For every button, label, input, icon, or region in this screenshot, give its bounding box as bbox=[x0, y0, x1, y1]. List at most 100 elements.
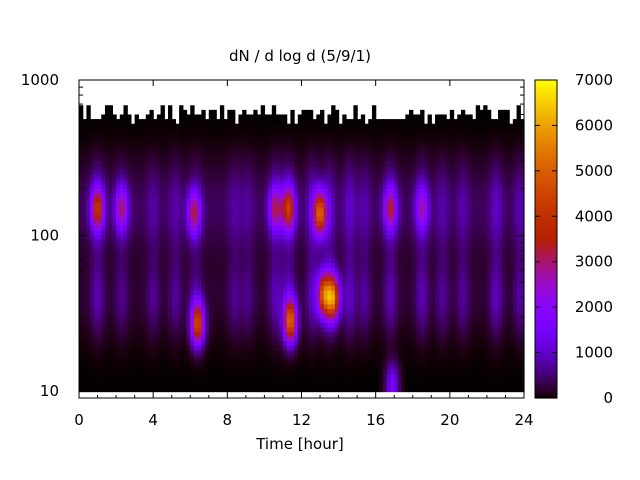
heatmap-cell bbox=[134, 239, 139, 245]
heatmap-cell bbox=[257, 225, 262, 231]
heatmap-cell bbox=[201, 211, 206, 217]
heatmap-cell bbox=[253, 271, 258, 277]
heatmap-cell bbox=[97, 322, 102, 328]
heatmap-cell bbox=[331, 262, 336, 268]
heatmap-cell bbox=[342, 239, 347, 245]
heatmap-cell bbox=[294, 211, 299, 217]
heatmap-cell bbox=[297, 368, 303, 374]
heatmap-cell bbox=[383, 192, 388, 199]
heatmap-cell bbox=[342, 197, 347, 203]
heatmap-cell bbox=[320, 192, 325, 199]
heatmap-cell bbox=[312, 285, 317, 291]
heatmap-cell bbox=[145, 386, 151, 393]
heatmap-cell bbox=[242, 299, 247, 305]
heatmap-cell bbox=[364, 174, 369, 180]
heatmap-cell bbox=[353, 197, 358, 203]
heatmap-cell bbox=[138, 280, 143, 286]
heatmap-cell bbox=[134, 243, 139, 250]
heatmap-cell bbox=[346, 248, 351, 254]
heatmap-cell bbox=[142, 253, 147, 259]
heatmap-cell bbox=[193, 151, 199, 157]
heatmap-cell bbox=[286, 128, 291, 134]
heatmap-cell bbox=[197, 303, 202, 310]
heatmap-cell bbox=[160, 350, 165, 356]
heatmap-cell bbox=[271, 340, 277, 346]
heatmap-cell bbox=[290, 294, 295, 300]
heatmap-cell bbox=[279, 386, 284, 393]
heatmap-cell bbox=[201, 119, 206, 125]
heatmap-cell bbox=[130, 165, 136, 171]
heatmap-cell bbox=[119, 183, 125, 189]
heatmap-cell bbox=[338, 382, 343, 388]
heatmap-cell bbox=[145, 340, 151, 346]
heatmap-cell bbox=[116, 336, 121, 342]
heatmap-cell bbox=[227, 271, 232, 277]
heatmap-cell bbox=[238, 220, 243, 226]
heatmap-cell bbox=[175, 373, 180, 379]
heatmap-cell bbox=[257, 179, 262, 185]
heatmap-cell bbox=[375, 156, 380, 162]
heatmap-cell bbox=[245, 350, 251, 356]
heatmap-cell bbox=[127, 285, 132, 291]
heatmap-cell bbox=[104, 156, 110, 162]
heatmap-cell bbox=[201, 151, 206, 157]
heatmap-cell bbox=[101, 216, 106, 222]
heatmap-cell bbox=[375, 211, 380, 217]
heatmap-cell bbox=[93, 382, 99, 388]
heatmap-cell bbox=[116, 359, 121, 365]
heatmap-cell bbox=[142, 294, 147, 300]
heatmap-cell bbox=[253, 119, 258, 125]
heatmap-cell bbox=[271, 243, 277, 250]
heatmap-cell bbox=[316, 266, 321, 273]
heatmap-cell bbox=[320, 377, 325, 383]
heatmap-cell bbox=[316, 216, 321, 222]
heatmap-cell bbox=[316, 114, 321, 120]
heatmap-cell bbox=[275, 234, 280, 240]
heatmap-cell bbox=[264, 276, 269, 282]
heatmap-cell bbox=[97, 299, 102, 305]
heatmap-cell bbox=[79, 308, 84, 314]
heatmap-cell bbox=[138, 322, 143, 328]
heatmap-cell bbox=[149, 303, 154, 310]
heatmap-cell bbox=[349, 294, 355, 300]
heatmap-cell bbox=[130, 257, 136, 263]
heatmap-cell bbox=[231, 294, 236, 300]
heatmap-cell bbox=[101, 114, 106, 120]
heatmap-cell bbox=[212, 326, 217, 333]
heatmap-cell bbox=[308, 257, 314, 263]
heatmap-cell bbox=[301, 326, 306, 333]
heatmap-cell bbox=[290, 289, 295, 296]
heatmap-cell bbox=[86, 132, 91, 139]
heatmap-cell bbox=[338, 151, 343, 157]
heatmap-cell bbox=[375, 299, 380, 305]
heatmap-cell bbox=[357, 354, 362, 360]
heatmap-cell bbox=[108, 114, 113, 120]
heatmap-cell bbox=[234, 229, 240, 236]
heatmap-cell bbox=[205, 123, 210, 129]
heatmap-cell bbox=[301, 271, 306, 277]
heatmap-cell bbox=[97, 382, 102, 388]
heatmap-cell bbox=[249, 160, 254, 166]
heatmap-cell bbox=[79, 169, 84, 176]
heatmap-cell bbox=[112, 257, 117, 263]
heatmap-cell bbox=[286, 216, 291, 222]
heatmap-cell bbox=[179, 234, 184, 240]
heatmap-cell bbox=[145, 317, 151, 323]
heatmap-cell bbox=[312, 169, 317, 176]
heatmap-cell bbox=[186, 156, 191, 162]
heatmap-cell bbox=[286, 317, 291, 323]
heatmap-cell bbox=[190, 160, 195, 166]
heatmap-cell bbox=[357, 119, 362, 125]
heatmap-cell bbox=[104, 142, 110, 148]
heatmap-cell bbox=[323, 179, 329, 185]
heatmap-cell bbox=[334, 386, 340, 393]
heatmap-cell bbox=[227, 368, 232, 374]
heatmap-cell bbox=[153, 299, 158, 305]
heatmap-cell bbox=[357, 303, 362, 310]
heatmap-cell bbox=[242, 368, 247, 374]
heatmap-cell bbox=[145, 114, 151, 120]
heatmap-cell bbox=[205, 271, 210, 277]
heatmap-cell bbox=[249, 142, 254, 148]
heatmap-cell bbox=[149, 294, 154, 300]
heatmap-cell bbox=[216, 128, 221, 134]
